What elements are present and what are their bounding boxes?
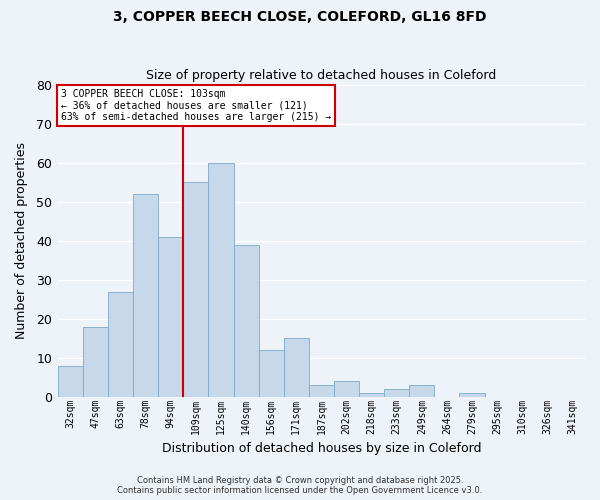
Y-axis label: Number of detached properties: Number of detached properties bbox=[15, 142, 28, 340]
Bar bbox=[359, 393, 384, 397]
Bar bbox=[208, 162, 233, 397]
Bar bbox=[133, 194, 158, 397]
Bar bbox=[334, 382, 359, 397]
Bar bbox=[233, 244, 259, 397]
Text: 3, COPPER BEECH CLOSE, COLEFORD, GL16 8FD: 3, COPPER BEECH CLOSE, COLEFORD, GL16 8F… bbox=[113, 10, 487, 24]
Title: Size of property relative to detached houses in Coleford: Size of property relative to detached ho… bbox=[146, 69, 497, 82]
Bar bbox=[384, 389, 409, 397]
Bar bbox=[83, 326, 108, 397]
Text: Contains HM Land Registry data © Crown copyright and database right 2025.
Contai: Contains HM Land Registry data © Crown c… bbox=[118, 476, 482, 495]
X-axis label: Distribution of detached houses by size in Coleford: Distribution of detached houses by size … bbox=[161, 442, 481, 455]
Bar bbox=[309, 386, 334, 397]
Bar bbox=[259, 350, 284, 397]
Bar bbox=[184, 182, 208, 397]
Bar bbox=[158, 237, 184, 397]
Bar bbox=[460, 393, 485, 397]
Bar bbox=[58, 366, 83, 397]
Bar bbox=[108, 292, 133, 397]
Text: 3 COPPER BEECH CLOSE: 103sqm
← 36% of detached houses are smaller (121)
63% of s: 3 COPPER BEECH CLOSE: 103sqm ← 36% of de… bbox=[61, 89, 331, 122]
Bar bbox=[284, 338, 309, 397]
Bar bbox=[409, 386, 434, 397]
